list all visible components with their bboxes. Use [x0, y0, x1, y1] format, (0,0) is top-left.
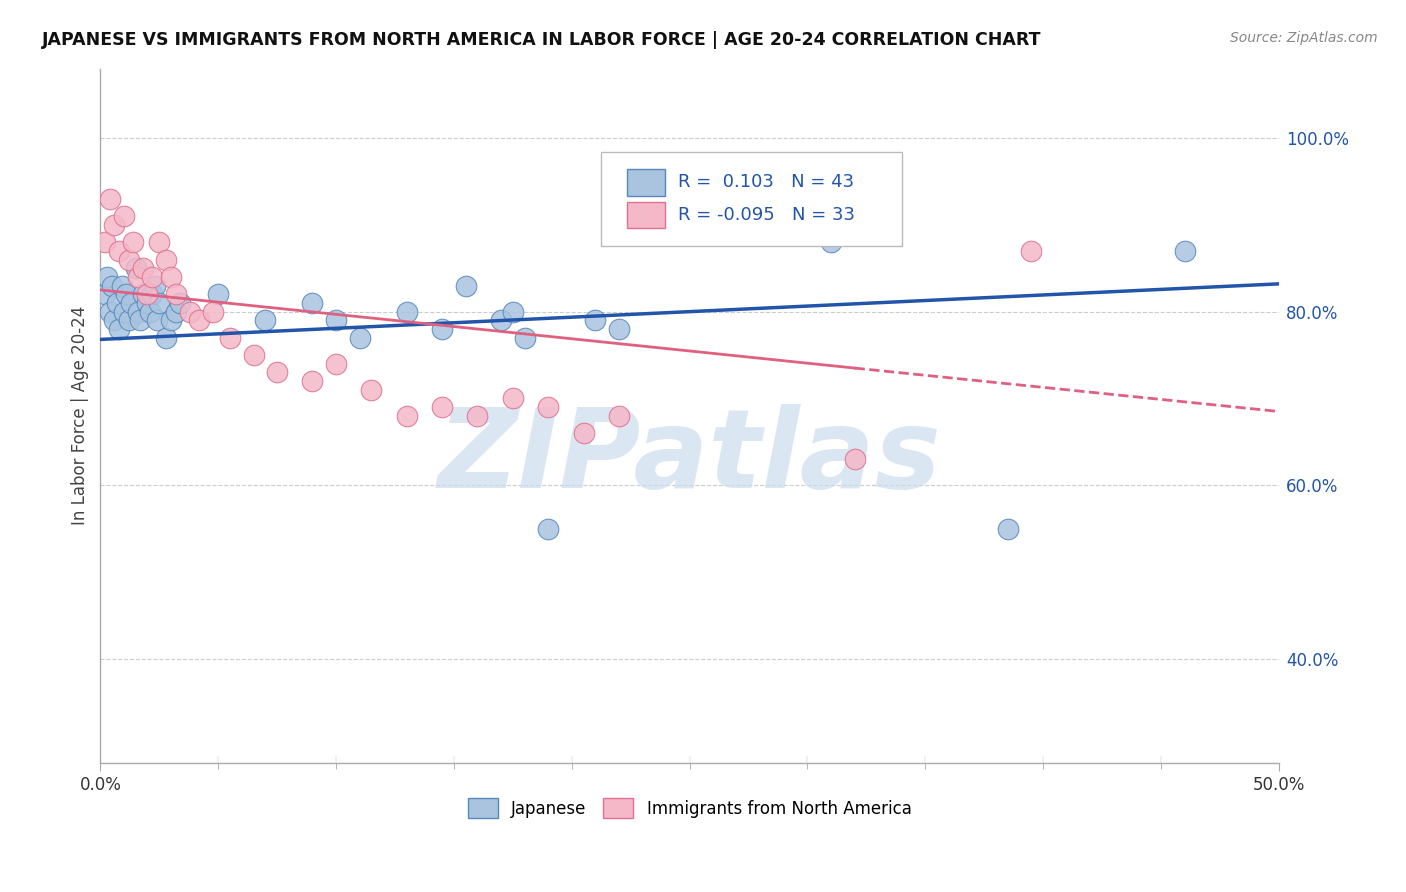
Text: ZIPatlas: ZIPatlas	[437, 404, 942, 511]
Point	[537, 522, 560, 536]
Y-axis label: In Labor Force | Age 20-24: In Labor Force | Age 20-24	[72, 306, 89, 525]
Text: R =  0.103   N = 43: R = 0.103 N = 43	[678, 173, 853, 192]
Point	[179, 304, 201, 318]
Point	[139, 304, 162, 318]
Point	[117, 313, 139, 327]
Point	[155, 252, 177, 267]
Point	[513, 331, 536, 345]
Point	[115, 287, 138, 301]
Point	[360, 383, 382, 397]
Point	[430, 322, 453, 336]
Point	[98, 192, 121, 206]
Point	[148, 235, 170, 249]
Point	[160, 313, 183, 327]
Point	[489, 313, 512, 327]
Point	[108, 244, 131, 258]
Point	[301, 374, 323, 388]
Point	[219, 331, 242, 345]
Point	[188, 313, 211, 327]
Point	[583, 313, 606, 327]
Point	[141, 287, 163, 301]
Point	[607, 322, 630, 336]
Point	[103, 218, 125, 232]
Point	[127, 304, 149, 318]
Point	[101, 278, 124, 293]
Point	[141, 269, 163, 284]
Point	[537, 400, 560, 414]
Point	[202, 304, 225, 318]
Point	[103, 313, 125, 327]
Point	[108, 322, 131, 336]
Point	[242, 348, 264, 362]
Point	[146, 313, 169, 327]
Point	[136, 287, 159, 301]
Point	[266, 366, 288, 380]
Point	[94, 287, 117, 301]
Text: R = -0.095   N = 33: R = -0.095 N = 33	[678, 206, 855, 224]
Point	[1174, 244, 1197, 258]
Point	[349, 331, 371, 345]
Point	[301, 296, 323, 310]
Point	[94, 235, 117, 249]
Point	[165, 304, 187, 318]
Point	[143, 278, 166, 293]
Point	[844, 452, 866, 467]
Point	[395, 304, 418, 318]
Point	[169, 296, 191, 310]
Point	[254, 313, 277, 327]
Point	[207, 287, 229, 301]
Point	[607, 409, 630, 423]
Bar	[627, 202, 665, 228]
Point	[502, 304, 524, 318]
Point	[430, 400, 453, 414]
Point	[98, 304, 121, 318]
Point	[120, 296, 142, 310]
Point	[129, 313, 152, 327]
Point	[132, 261, 155, 276]
Text: Source: ZipAtlas.com: Source: ZipAtlas.com	[1230, 31, 1378, 45]
Point	[127, 269, 149, 284]
Point	[325, 357, 347, 371]
Point	[132, 287, 155, 301]
Point	[155, 331, 177, 345]
Point	[454, 278, 477, 293]
Point	[125, 261, 148, 276]
Point	[165, 287, 187, 301]
Point	[467, 409, 489, 423]
Point	[112, 209, 135, 223]
Point	[1021, 244, 1043, 258]
FancyBboxPatch shape	[602, 152, 901, 245]
Point	[572, 426, 595, 441]
Point	[160, 269, 183, 284]
Point	[105, 296, 128, 310]
Point	[136, 296, 159, 310]
Point	[820, 235, 842, 249]
Point	[110, 278, 132, 293]
Text: JAPANESE VS IMMIGRANTS FROM NORTH AMERICA IN LABOR FORCE | AGE 20-24 CORRELATION: JAPANESE VS IMMIGRANTS FROM NORTH AMERIC…	[42, 31, 1042, 49]
Legend: Japanese, Immigrants from North America: Japanese, Immigrants from North America	[461, 792, 918, 824]
Point	[122, 235, 145, 249]
Point	[112, 304, 135, 318]
Point	[502, 392, 524, 406]
Bar	[627, 169, 665, 195]
Point	[325, 313, 347, 327]
Point	[96, 269, 118, 284]
Point	[997, 522, 1019, 536]
Point	[395, 409, 418, 423]
Point	[148, 296, 170, 310]
Point	[117, 252, 139, 267]
